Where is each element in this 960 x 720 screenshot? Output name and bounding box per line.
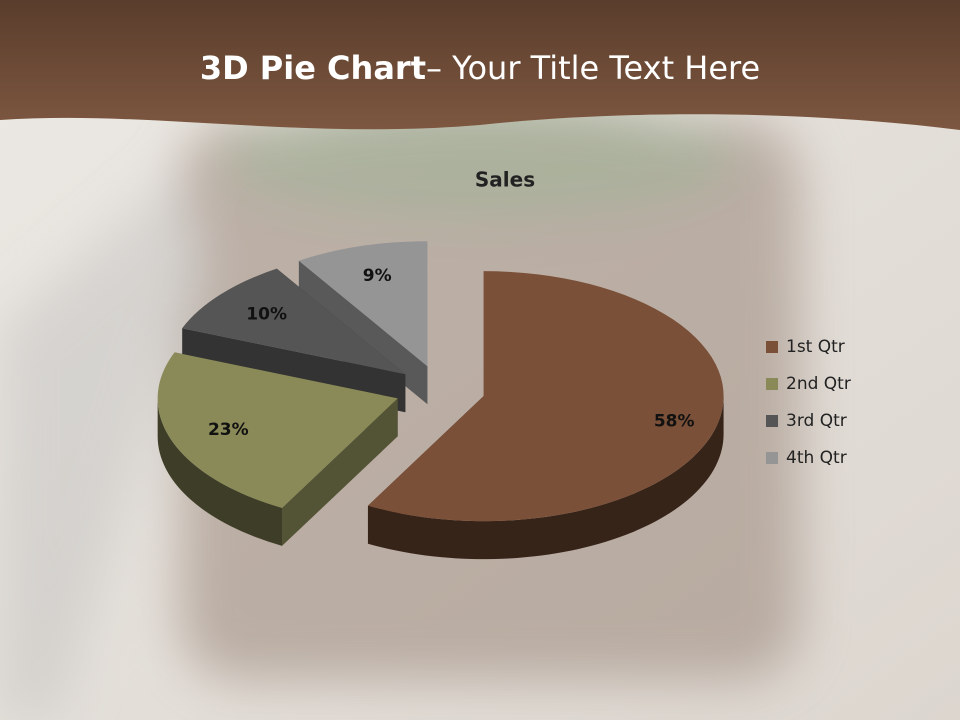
slide-title-rest: – Your Title Text Here — [426, 49, 760, 87]
legend-label: 4th Qtr — [786, 448, 847, 468]
pie: 58% 23% 10% 9% — [157, 241, 724, 560]
legend-swatch — [766, 341, 778, 353]
data-label: 9% — [363, 266, 392, 286]
slice-side — [157, 398, 283, 546]
header-band — [0, 0, 960, 130]
legend: 1st Qtr 2nd Qtr 3rd Qtr 4th Qtr — [766, 337, 851, 468]
legend-swatch — [766, 452, 778, 464]
slice — [298, 241, 428, 367]
legend-label: 1st Qtr — [786, 337, 845, 357]
slice — [182, 268, 406, 375]
data-label: 23% — [208, 420, 249, 440]
data-label: 58% — [654, 412, 695, 432]
slice-side — [367, 396, 724, 560]
slide-title: 3D Pie Chart– Your Title Text Here — [200, 49, 760, 87]
legend-swatch — [766, 378, 778, 390]
legend-label: 2nd Qtr — [786, 374, 851, 394]
legend-label: 3rd Qtr — [786, 411, 847, 431]
chart-title: Sales — [475, 168, 535, 192]
slice-side — [282, 398, 398, 546]
slice — [367, 271, 724, 522]
slide-title-bold: 3D Pie Chart — [200, 49, 426, 87]
data-label: 10% — [246, 304, 287, 324]
slice — [157, 352, 398, 508]
legend-swatch — [766, 415, 778, 427]
